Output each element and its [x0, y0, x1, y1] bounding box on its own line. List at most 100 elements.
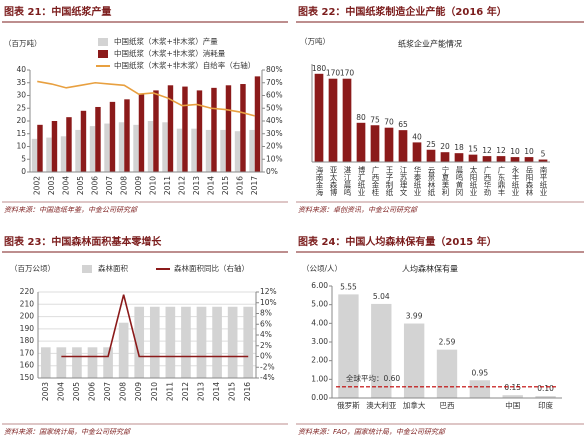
- bar: [37, 124, 43, 172]
- chart-title: 图表 21：中国纸浆产量: [4, 5, 111, 18]
- x-tick-label: 广西金桂: [371, 165, 380, 197]
- bar: [227, 306, 238, 378]
- y-tick-label: 220: [20, 287, 35, 296]
- bar: [124, 99, 130, 172]
- bar: [162, 122, 168, 172]
- bar: [524, 157, 534, 162]
- y-tick-label: 20: [16, 116, 26, 125]
- x-tick-label: 江苏理文: [399, 166, 408, 198]
- y-tick-label: 25: [16, 103, 26, 112]
- x-tick-label: 广西华劲: [483, 165, 492, 198]
- chart-title: 图表 23：中国森林面积基本零增长: [4, 235, 162, 248]
- bar: [56, 347, 67, 378]
- value-label: 80: [356, 113, 366, 122]
- bar: [538, 159, 548, 162]
- subtitle: 人均森林保有量: [402, 264, 458, 274]
- bar: [211, 87, 217, 172]
- value-label: 5.04: [373, 292, 390, 301]
- bar: [412, 142, 422, 162]
- value-label: 20: [440, 142, 450, 151]
- bar: [254, 76, 261, 172]
- bar: [398, 130, 408, 162]
- x-tick-label: 王子制纸: [385, 166, 394, 198]
- y-tick-label: 150: [20, 373, 35, 382]
- x-tick-label: 2007: [105, 176, 114, 195]
- line: [37, 80, 255, 117]
- bar: [75, 129, 81, 172]
- x-tick-label: 南平纸业: [539, 165, 548, 197]
- legend-label: 森林面积同比（右轴）: [174, 263, 249, 273]
- value-label: 180: [312, 64, 327, 73]
- bar: [60, 136, 67, 172]
- value-label: 70: [384, 118, 394, 127]
- line: [61, 294, 249, 358]
- value-label: 75: [370, 115, 380, 124]
- bar: [249, 129, 255, 172]
- y2-tick-label: 50%: [266, 103, 283, 112]
- bar: [46, 137, 52, 172]
- y2-tick-label: 40%: [266, 116, 283, 125]
- value-label: 15: [468, 145, 478, 154]
- x-tick-label: 俄罗斯: [337, 400, 360, 410]
- y-tick-label: 180: [20, 336, 35, 345]
- y2-tick-label: 0%: [266, 167, 278, 176]
- bar: [535, 396, 556, 398]
- x-tick-label: 2009: [134, 382, 143, 401]
- bar: [109, 101, 116, 172]
- x-tick-label: 2012: [181, 382, 190, 401]
- bar: [95, 106, 101, 172]
- x-tick-label: 岳阳森林: [525, 165, 534, 198]
- x-tick-label: 巴西: [440, 401, 455, 410]
- source: 资料来源：卓创资讯，中金公司研究部: [298, 206, 418, 214]
- bar: [72, 347, 82, 378]
- bar: [342, 78, 352, 162]
- bar: [181, 306, 191, 378]
- bar: [87, 347, 98, 378]
- x-tick-label: 2003: [47, 176, 56, 195]
- y-axis-label: （百万公顷）: [10, 264, 55, 273]
- bar: [426, 149, 436, 162]
- x-tick-label: 2005: [72, 382, 81, 401]
- bar: [153, 90, 159, 172]
- x-tick-label: 2003: [41, 382, 50, 401]
- y-tick-label: 10: [16, 142, 26, 151]
- bar: [196, 306, 207, 378]
- bar: [147, 121, 154, 172]
- bar: [176, 128, 183, 172]
- x-tick-label: 永丰纸业: [511, 165, 520, 197]
- bar: [225, 85, 232, 172]
- bar: [118, 322, 129, 378]
- value-label: 12: [496, 146, 506, 155]
- bar: [212, 306, 222, 378]
- y-tick-label: 2.00: [311, 356, 328, 365]
- legend-swatch: [82, 265, 92, 273]
- value-label: 3.99: [406, 312, 423, 321]
- value-label: 5: [541, 150, 546, 159]
- y-tick-label: 30: [16, 91, 26, 100]
- bar: [196, 90, 203, 172]
- bar: [134, 306, 145, 378]
- y-tick-label: 0.00: [311, 393, 328, 402]
- source: 资料来源：国家统计局，中金公司研究部: [4, 428, 131, 436]
- value-label: 10: [510, 147, 520, 156]
- reference-label: 全球平均：0.60: [346, 373, 400, 383]
- legend-label: 森林面积: [98, 263, 128, 273]
- x-tick-label: 2014: [206, 176, 215, 195]
- x-tick-label: 云景林纸: [427, 166, 436, 198]
- bar: [403, 323, 425, 398]
- chart-title: 图表 24：中国人均森林保有量（2015 年）: [298, 235, 497, 248]
- bar: [454, 153, 464, 162]
- bar: [40, 347, 51, 378]
- x-tick-label: 湛江晨鸣: [343, 166, 352, 198]
- bar: [468, 154, 478, 162]
- y-tick-label: 210: [20, 299, 35, 308]
- x-tick-label: 2016: [235, 176, 244, 195]
- x-tick-label: 2004: [56, 382, 65, 401]
- bar: [51, 121, 58, 172]
- bar: [338, 294, 359, 398]
- bar: [240, 84, 246, 172]
- value-label: 2.59: [439, 338, 456, 347]
- bar: [191, 128, 197, 172]
- y2-tick-label: 20%: [266, 142, 283, 151]
- y-tick-label: 3.00: [311, 337, 328, 346]
